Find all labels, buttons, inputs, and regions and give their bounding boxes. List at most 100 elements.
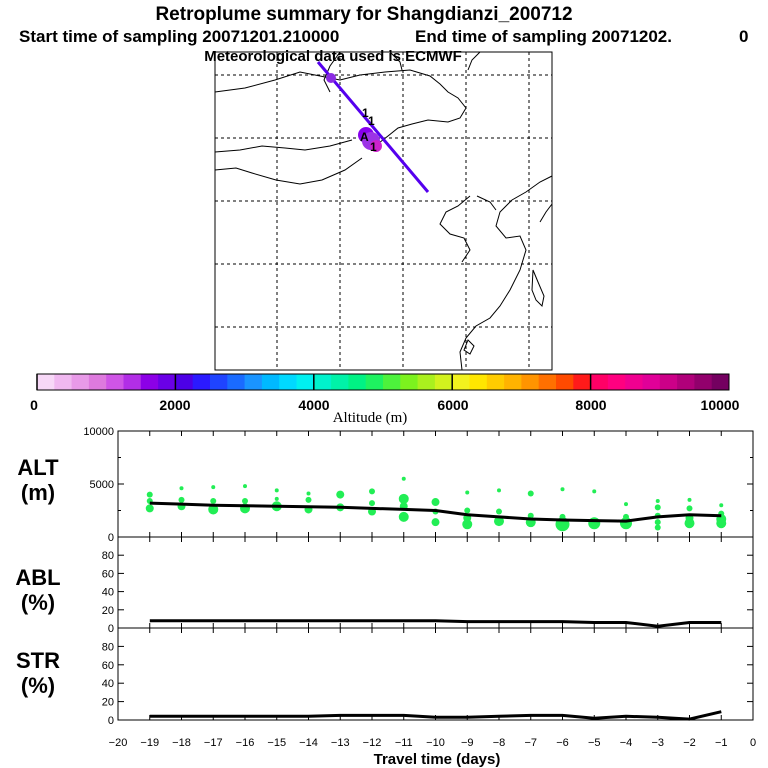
alt-scatter-point <box>145 504 154 513</box>
alt-scatter-point <box>274 488 279 493</box>
alt-scatter-point <box>560 487 565 492</box>
str-frame <box>117 627 754 721</box>
x-tick-label: −3 <box>651 737 664 749</box>
alt-panel-label: ALT <box>17 455 59 480</box>
str-panel-unit: (%) <box>21 673 55 698</box>
colorbar-swatch <box>521 374 540 390</box>
abl-panel-unit: (%) <box>21 590 55 615</box>
alt-scatter-point <box>497 488 501 493</box>
alt-y-tick-label: 0 <box>108 532 114 544</box>
start-time-label: Start time of sampling 20071201.210000 <box>19 27 339 46</box>
alt-scatter-point <box>210 497 217 504</box>
colorbar-swatch <box>313 374 332 390</box>
str-series-line <box>149 710 722 721</box>
colorbar-swatch <box>140 374 159 390</box>
map-boundaries <box>214 51 553 371</box>
plume-marker-2: 1 <box>368 114 375 128</box>
colorbar-swatch <box>642 374 661 390</box>
colorbar-swatch <box>71 374 90 390</box>
plume-point-1 <box>326 73 336 83</box>
colorbar-swatch <box>244 374 263 390</box>
colorbar-swatch <box>261 374 280 390</box>
alt-scatter-point <box>465 490 470 495</box>
end-time-label: End time of sampling 20071202. <box>415 27 672 46</box>
x-tick-label: −13 <box>331 737 350 749</box>
colorbar-swatch <box>279 374 297 390</box>
x-axis-label: Travel time (days) <box>374 751 501 768</box>
x-tick-label: −19 <box>140 737 159 749</box>
alt-scatter-point <box>401 476 406 481</box>
colorbar-swatch <box>504 374 522 390</box>
colorbar-swatch <box>88 374 107 390</box>
str-y-tick-label: 20 <box>102 697 114 709</box>
alt-scatter-point <box>527 512 534 519</box>
colorbar-swatch <box>590 374 609 390</box>
abl-frame <box>117 536 754 629</box>
colorbar-swatch <box>296 374 315 390</box>
alt-scatter-point <box>179 486 184 491</box>
x-tick-label: −9 <box>461 737 474 749</box>
colorbar-swatch <box>106 374 124 390</box>
x-tick-label: −16 <box>236 737 255 749</box>
x-tick-label: −2 <box>683 737 696 749</box>
altitude-colorbar <box>36 374 730 390</box>
alt-scatter-point <box>592 489 597 494</box>
str-y-tick-label: 0 <box>108 715 114 727</box>
colorbar-swatch <box>625 374 643 390</box>
colorbar-swatch <box>123 374 142 390</box>
x-tick-label: 0 <box>750 737 756 749</box>
str-panel-label: STR <box>16 648 60 673</box>
colorbar-frame <box>36 373 730 391</box>
colorbar-swatch <box>677 374 695 390</box>
alt-scatter-point <box>369 488 375 495</box>
colorbar-swatch <box>556 374 574 390</box>
alt-y-tick-label: 10000 <box>83 426 114 438</box>
colorbar-swatch <box>348 374 367 390</box>
colorbar-swatch <box>711 374 730 390</box>
colorbar-swatch <box>417 374 436 390</box>
colorbar-swatch <box>54 374 73 390</box>
alt-series-line <box>149 501 722 523</box>
alt-scatter-point <box>369 500 375 507</box>
abl-y-tick-label: 0 <box>108 623 114 635</box>
alt-scatter-point <box>684 518 695 529</box>
alt-scatter-point <box>305 496 312 503</box>
end-time-suffix: 0 <box>739 27 748 46</box>
alt-scatter-point <box>654 504 661 511</box>
alt-scatter-point <box>462 519 473 530</box>
x-tick-label: −4 <box>620 737 633 749</box>
alt-scatter-point <box>620 517 632 530</box>
abl-y-tick-label: 20 <box>102 605 114 617</box>
abl-series-line <box>149 619 722 628</box>
colorbar-swatch <box>175 374 194 390</box>
abl-y-tick-label: 40 <box>102 587 114 599</box>
colorbar-swatch <box>538 374 557 390</box>
colorbar-swatch <box>659 374 678 390</box>
colorbar-swatch <box>210 374 228 390</box>
alt-scatter-point <box>687 497 692 502</box>
abl-y-tick-label: 80 <box>102 550 114 562</box>
alt-scatter-point <box>686 505 693 512</box>
alt-scatter-point <box>654 524 661 531</box>
x-tick-label: −7 <box>524 737 537 749</box>
colorbar-tick-8000: 8000 <box>575 397 606 413</box>
x-tick-label: −6 <box>556 737 569 749</box>
x-tick-label: −11 <box>395 737 413 749</box>
alt-scatter-point <box>431 518 440 527</box>
alt-scatter-point <box>146 491 153 498</box>
alt-scatter-point <box>716 518 727 529</box>
alt-scatter-point <box>243 484 247 489</box>
x-tick-label: −8 <box>493 737 506 749</box>
colorbar-swatch <box>365 374 384 390</box>
alt-scatter-point <box>398 493 409 504</box>
colorbar-swatch <box>331 374 349 390</box>
str-y-tick-label: 40 <box>102 678 114 690</box>
alt-scatter-point <box>624 502 628 507</box>
colorbar-swatch <box>469 374 488 390</box>
colorbar-swatch <box>434 374 453 390</box>
colorbar-tick-0: 0 <box>30 397 38 413</box>
x-axis-ticks: −20 −19 −18 −17 −16 −15 −14 −13 −12 −11 −10 −9 −8 −7−… <box>109 737 756 749</box>
alt-scatter-point <box>274 496 279 501</box>
colorbar-swatch <box>486 374 505 390</box>
